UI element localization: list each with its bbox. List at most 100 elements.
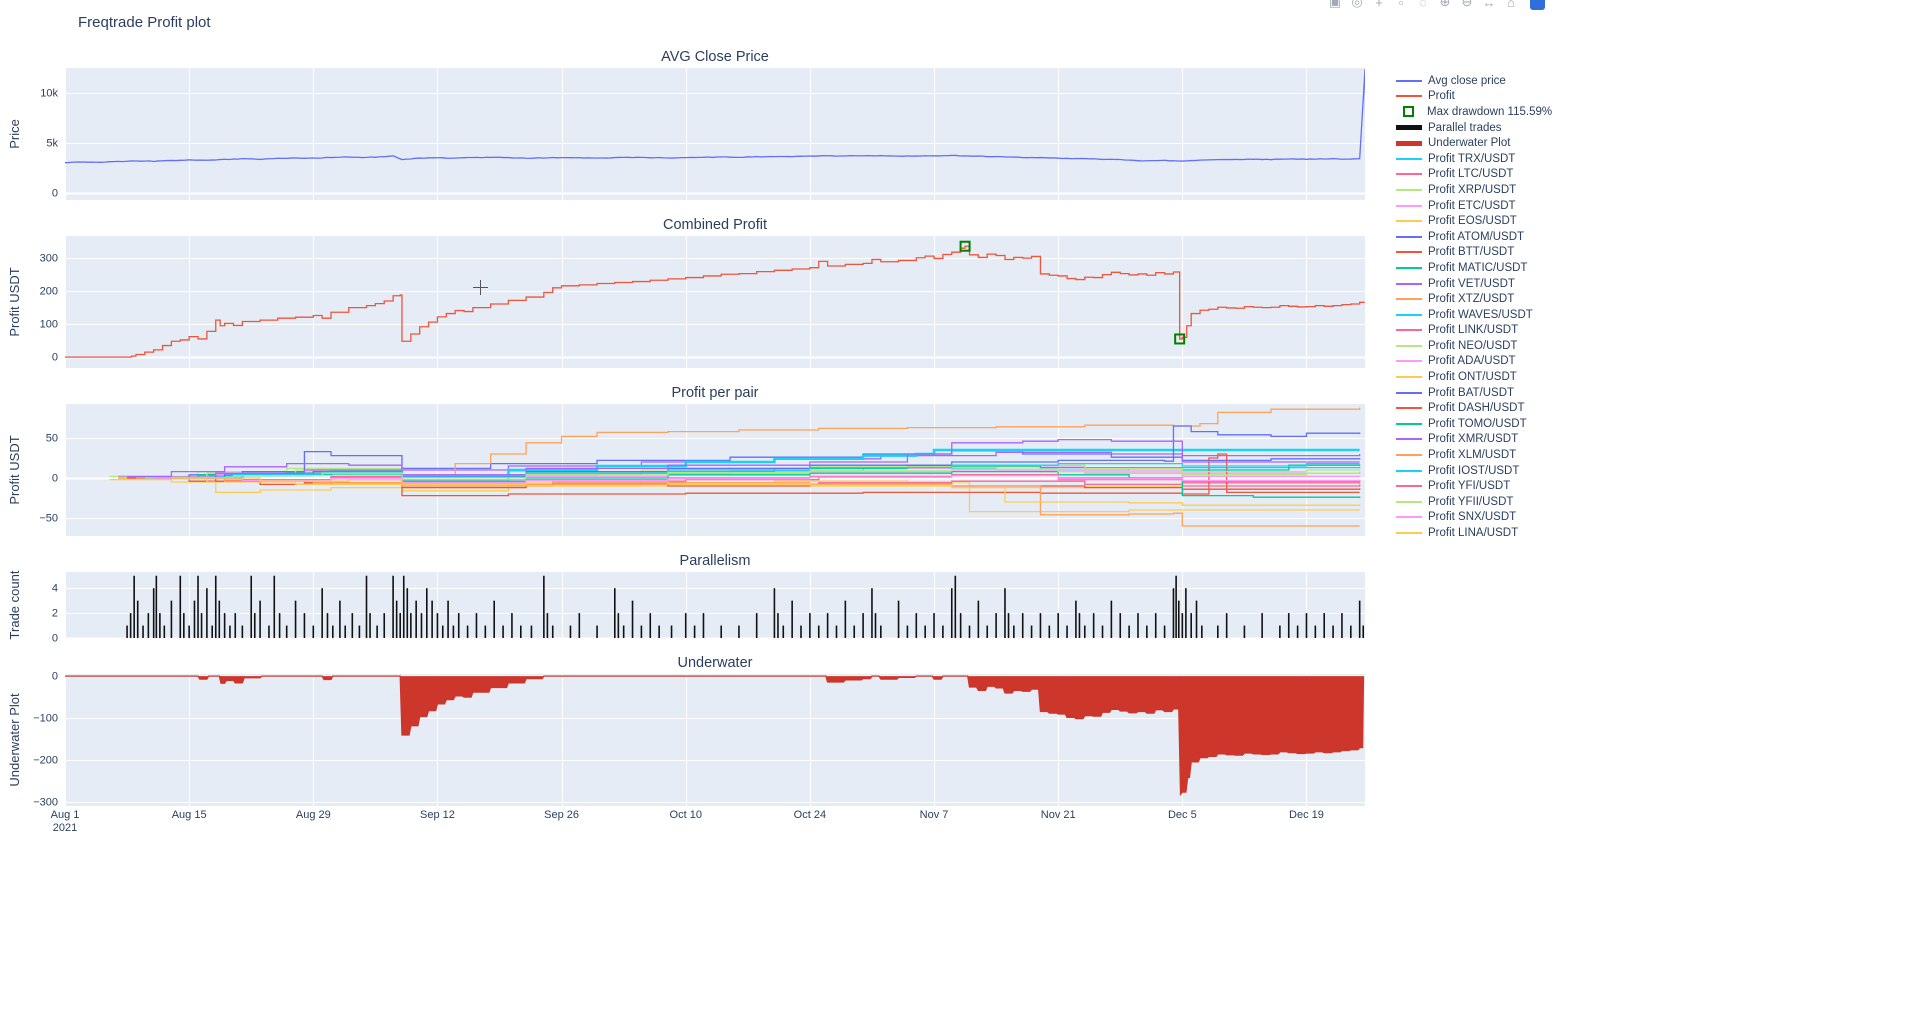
legend-item-profit-yfii-usdt[interactable]: Profit YFII/USDT [1396,494,1552,510]
legend-item-profit-bat-usdt[interactable]: Profit BAT/USDT [1396,385,1552,401]
legend-label: Profit LINK/USDT [1428,324,1519,337]
legend-label: Profit ATOM/USDT [1428,230,1525,243]
legend-item-profit-neo-usdt[interactable]: Profit NEO/USDT [1396,338,1552,354]
legend-line-swatch [1396,140,1422,146]
legend-line-swatch [1396,282,1422,285]
legend-line-swatch [1396,173,1422,176]
legend-item-profit-etc-usdt[interactable]: Profit ETC/USDT [1396,198,1552,214]
legend-line-swatch [1396,220,1422,223]
legend-item-parallel-trades[interactable]: Parallel trades [1396,120,1552,136]
legend-label: Profit SNX/USDT [1428,511,1517,524]
legend-label: Profit TRX/USDT [1428,152,1516,165]
legend-line-swatch [1396,235,1422,238]
legend-line-swatch [1396,376,1422,379]
legend-item-profit-ltc-usdt[interactable]: Profit LTC/USDT [1396,167,1552,183]
legend-item-profit-tomo-usdt[interactable]: Profit TOMO/USDT [1396,416,1552,432]
legend-line-swatch [1396,469,1422,472]
legend-line-swatch [1396,516,1422,519]
legend-item-profit-iost-usdt[interactable]: Profit IOST/USDT [1396,463,1552,479]
legend-line-swatch [1396,313,1422,316]
legend-item-profit-ada-usdt[interactable]: Profit ADA/USDT [1396,354,1552,370]
legend-label: Profit ONT/USDT [1428,371,1517,384]
legend-label: Profit ADA/USDT [1428,355,1516,368]
legend-line-swatch [1396,266,1422,269]
legend-line-swatch [1396,500,1422,503]
legend-label: Profit WAVES/USDT [1428,308,1533,321]
legend-label: Profit [1428,90,1455,103]
legend-item-profit-xtz-usdt[interactable]: Profit XTZ/USDT [1396,291,1552,307]
legend-label: Profit ETC/USDT [1428,199,1516,212]
plot-canvas[interactable] [0,0,1390,850]
reset-axes-icon[interactable]: ⌂ [1507,0,1515,10]
lasso-select-icon[interactable]: ◌ [1419,0,1427,10]
legend-label: Underwater Plot [1428,137,1511,150]
legend-label: Avg close price [1428,74,1506,87]
legend-label: Profit LINA/USDT [1428,527,1519,540]
legend-label: Parallel trades [1428,121,1502,134]
legend-line-swatch [1396,422,1422,425]
legend-label: Profit XTZ/USDT [1428,293,1515,306]
plotly-logo-icon[interactable] [1530,0,1545,10]
legend-item-profit-xrp-usdt[interactable]: Profit XRP/USDT [1396,182,1552,198]
legend-item-profit-dash-usdt[interactable]: Profit DASH/USDT [1396,400,1552,416]
legend-line-swatch [1396,125,1422,131]
legend-label: Profit BTT/USDT [1428,246,1515,259]
legend-label: Profit YFI/USDT [1428,480,1511,493]
legend-item-profit-link-usdt[interactable]: Profit LINK/USDT [1396,323,1552,339]
legend-line-swatch [1396,391,1422,394]
legend-line-swatch [1396,298,1422,301]
legend-item-profit-vet-usdt[interactable]: Profit VET/USDT [1396,276,1552,292]
box-select-icon[interactable]: ▫ [1398,0,1404,10]
zoom-in-icon[interactable]: ⊕ [1439,0,1451,9]
legend-line-swatch [1396,204,1422,207]
legend-line-swatch [1396,407,1422,410]
legend-line-swatch [1396,329,1422,332]
legend-item-profit-eos-usdt[interactable]: Profit EOS/USDT [1396,213,1552,229]
legend-item-profit-snx-usdt[interactable]: Profit SNX/USDT [1396,510,1552,526]
legend-label: Profit NEO/USDT [1428,339,1518,352]
autoscale-icon[interactable]: ↔ [1482,0,1496,10]
legend-label: Profit BAT/USDT [1428,386,1515,399]
legend-item-profit-xlm-usdt[interactable]: Profit XLM/USDT [1396,447,1552,463]
legend-line-swatch [1396,438,1422,441]
legend-label: Profit LTC/USDT [1428,168,1514,181]
legend-item-profit-waves-usdt[interactable]: Profit WAVES/USDT [1396,307,1552,323]
legend-label: Profit VET/USDT [1428,277,1515,290]
legend-item-profit-matic-usdt[interactable]: Profit MATIC/USDT [1396,260,1552,276]
legend-line-swatch [1396,532,1422,535]
legend-item-profit-yfi-usdt[interactable]: Profit YFI/USDT [1396,478,1552,494]
legend-line-swatch [1396,79,1422,82]
legend-item-profit-lina-usdt[interactable]: Profit LINA/USDT [1396,525,1552,541]
legend-label: Profit MATIC/USDT [1428,261,1528,274]
legend-label: Profit XRP/USDT [1428,183,1517,196]
legend-item-profit-xmr-usdt[interactable]: Profit XMR/USDT [1396,432,1552,448]
legend-item-profit-ont-usdt[interactable]: Profit ONT/USDT [1396,369,1552,385]
legend-label: Profit XLM/USDT [1428,449,1517,462]
legend-item-profit-btt-usdt[interactable]: Profit BTT/USDT [1396,245,1552,261]
legend-label: Profit IOST/USDT [1428,464,1520,477]
legend-label: Profit YFII/USDT [1428,495,1514,508]
legend-label: Max drawdown 115.59% [1427,105,1553,118]
legend-line-swatch [1396,157,1422,160]
legend-item-profit-trx-usdt[interactable]: Profit TRX/USDT [1396,151,1552,167]
legend-line-swatch [1396,485,1422,488]
legend-label: Profit DASH/USDT [1428,402,1525,415]
legend-item-underwater-plot[interactable]: Underwater Plot [1396,135,1552,151]
zoom-out-icon[interactable]: ⊖ [1461,0,1473,9]
legend-line-swatch [1396,251,1422,254]
legend-item-profit[interactable]: Profit [1396,89,1552,105]
legend-line-swatch [1396,188,1422,191]
legend-line-swatch [1396,95,1422,98]
legend-label: Profit TOMO/USDT [1428,417,1527,430]
legend-label: Profit XMR/USDT [1428,433,1519,446]
legend-line-swatch [1396,360,1422,363]
legend-label: Profit EOS/USDT [1428,215,1517,228]
legend: Avg close price Profit Max drawdown 115.59… [1396,73,1552,541]
drawdown-marker-swatch [1403,106,1414,118]
legend-item-max-drawdown-115-59[interactable]: Max drawdown 115.59% [1396,104,1552,120]
legend-item-profit-atom-usdt[interactable]: Profit ATOM/USDT [1396,229,1552,245]
legend-line-swatch [1396,344,1422,347]
legend-item-avg-close-price[interactable]: Avg close price [1396,73,1552,89]
legend-line-swatch [1396,454,1422,457]
